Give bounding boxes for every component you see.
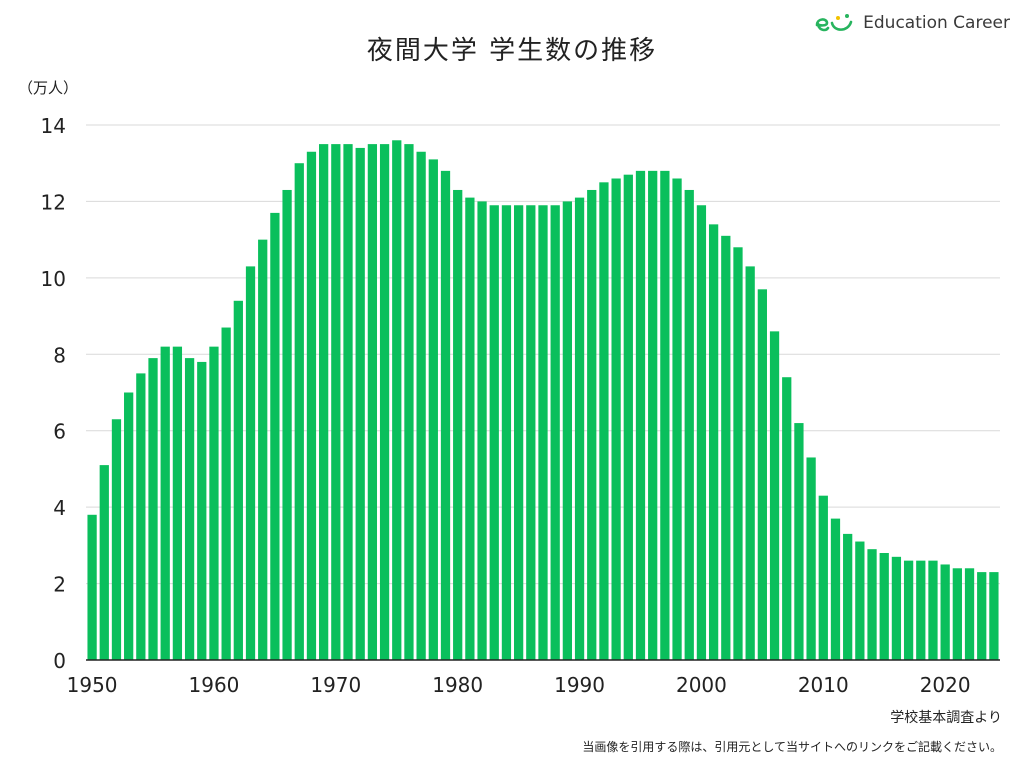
bar (806, 457, 816, 660)
bar (477, 201, 487, 660)
bar (160, 346, 170, 660)
bar (660, 170, 670, 660)
bar (977, 572, 987, 660)
logo-text: Education Career (863, 13, 1010, 33)
ec-smile-logo-icon (815, 14, 853, 32)
bar (392, 140, 402, 661)
bar (404, 144, 414, 660)
bar (684, 189, 694, 660)
y-tick-label: 2 (53, 573, 66, 597)
bar (635, 170, 646, 660)
bar (355, 147, 365, 660)
bar (562, 201, 573, 660)
bar (270, 212, 280, 660)
bar (989, 572, 999, 660)
x-tick-label: 1970 (310, 673, 361, 697)
bar (209, 346, 219, 660)
bar (745, 266, 755, 660)
bar (928, 560, 938, 660)
x-tick-label: 2000 (676, 673, 727, 697)
bar (465, 197, 475, 660)
bar (282, 189, 292, 660)
bar (245, 266, 256, 660)
bar (233, 300, 243, 660)
bar (416, 151, 426, 660)
bar (843, 533, 853, 660)
bar (526, 205, 536, 660)
bar (964, 568, 975, 660)
bar (367, 144, 378, 660)
bar (550, 205, 560, 660)
x-tick-label: 1950 (67, 673, 118, 697)
bar (648, 170, 658, 660)
y-tick-label: 12 (41, 190, 66, 214)
bar (916, 560, 926, 660)
bar (903, 560, 914, 660)
bar (611, 178, 621, 660)
bar (599, 182, 609, 661)
bar (172, 346, 183, 660)
bar (891, 556, 902, 660)
y-tick-label: 0 (53, 649, 66, 673)
x-tick-label: 2020 (920, 673, 971, 697)
bar (855, 541, 865, 660)
bar (501, 205, 512, 660)
bar (136, 373, 146, 660)
bar (623, 174, 633, 660)
y-tick-label: 6 (53, 420, 66, 444)
bar (782, 377, 792, 660)
bar (343, 144, 353, 660)
bar (818, 495, 828, 660)
bar (769, 331, 780, 660)
y-tick-label: 10 (41, 267, 66, 291)
y-tick-label: 8 (53, 343, 66, 367)
source-note: 学校基本調査より (890, 710, 1002, 726)
bar (184, 358, 195, 660)
y-tick-label: 14 (41, 114, 66, 138)
bar (319, 144, 329, 660)
bar (794, 423, 804, 660)
chart-title: 夜間大学 学生数の推移 (366, 36, 658, 66)
bar (513, 205, 524, 660)
bar (952, 568, 962, 660)
bar (221, 327, 231, 660)
x-tick-label: 1960 (189, 673, 240, 697)
bar (757, 289, 767, 660)
bar (879, 553, 889, 660)
bar (294, 163, 304, 660)
bar (87, 514, 97, 660)
bar (258, 239, 268, 660)
citation-notice: 当画像を引用する際は、引用元として当サイトへのリンクをご記載ください。 (582, 740, 1002, 754)
bar (111, 419, 122, 660)
x-tick-label: 1980 (432, 673, 483, 697)
bar (197, 361, 207, 660)
bar (453, 189, 463, 660)
bar (733, 247, 743, 661)
y-axis-unit-label: （万人） (18, 79, 79, 97)
bar (574, 197, 585, 660)
bar (428, 159, 438, 660)
bar (721, 235, 731, 661)
bar-chart: 0 2 4 6 8 10 12 14 1950 1960 1970 1980 1990 2000 2010 2… (41, 114, 1000, 697)
bar (331, 144, 341, 660)
bar (379, 144, 390, 660)
x-tick-label: 2010 (798, 673, 849, 697)
bar (830, 518, 841, 660)
bar (940, 564, 950, 660)
bar (538, 205, 548, 660)
y-tick-label: 4 (53, 496, 66, 520)
bar (696, 205, 707, 660)
bar (99, 465, 109, 660)
bar (148, 358, 158, 660)
bar (587, 189, 597, 660)
bar (672, 178, 682, 660)
bar (489, 205, 499, 660)
site-logo[interactable]: Education Career (813, 10, 1010, 36)
bar (306, 151, 317, 660)
bar (708, 224, 719, 660)
bar (440, 170, 451, 660)
x-tick-label: 1990 (554, 673, 605, 697)
bar (867, 549, 877, 660)
bar (124, 392, 134, 660)
